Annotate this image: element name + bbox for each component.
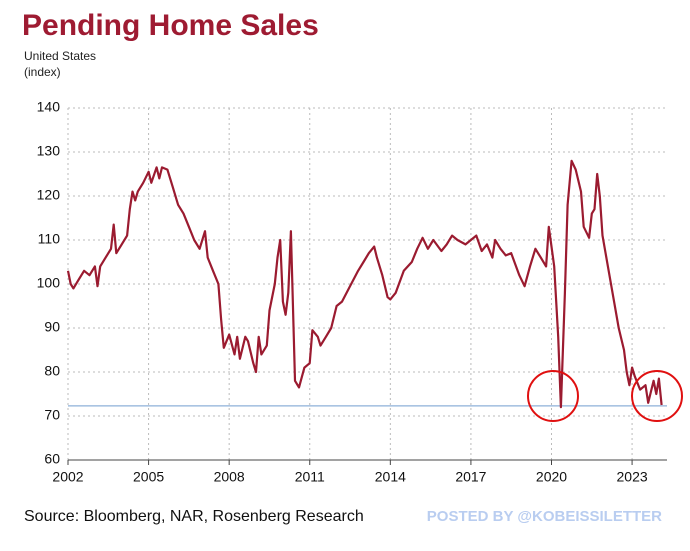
subtitle: United States <box>24 49 96 63</box>
plot-area: 60 70 80 90 100 110 120 130 140 2002 2005 2008 2011 2… <box>37 99 667 485</box>
x-tick-label: 2008 <box>214 469 245 485</box>
watermark: POSTED BY @KOBEISSILETTER <box>427 508 662 525</box>
x-tick-label: 2011 <box>295 469 325 485</box>
y-tick-label: 80 <box>44 363 60 379</box>
x-tick-label: 2017 <box>455 469 486 485</box>
y-tick-label: 140 <box>37 99 61 115</box>
highlight-circle <box>631 370 683 422</box>
data-line <box>66 159 663 409</box>
y-tick-label: 100 <box>37 275 61 291</box>
y-tick-label: 60 <box>44 451 60 467</box>
x-tick-label: 2014 <box>375 469 406 485</box>
y-tick-label: 70 <box>44 407 60 423</box>
source: Source: Bloomberg, NAR, Rosenberg Resear… <box>24 508 364 525</box>
y-tick-label: 130 <box>37 143 61 159</box>
chart-title: Pending Home Sales <box>22 9 319 42</box>
x-tick-label: 2002 <box>52 469 83 485</box>
y-tick-label: 120 <box>37 187 61 203</box>
y-axis-label: (index) <box>24 65 61 79</box>
x-tick-label: 2005 <box>133 469 164 485</box>
highlight-circle <box>527 370 579 422</box>
y-tick-label: 110 <box>38 231 61 247</box>
x-tick-label: 2023 <box>617 469 648 485</box>
x-tick-label: 2020 <box>536 469 567 485</box>
y-tick-label: 90 <box>44 319 60 335</box>
